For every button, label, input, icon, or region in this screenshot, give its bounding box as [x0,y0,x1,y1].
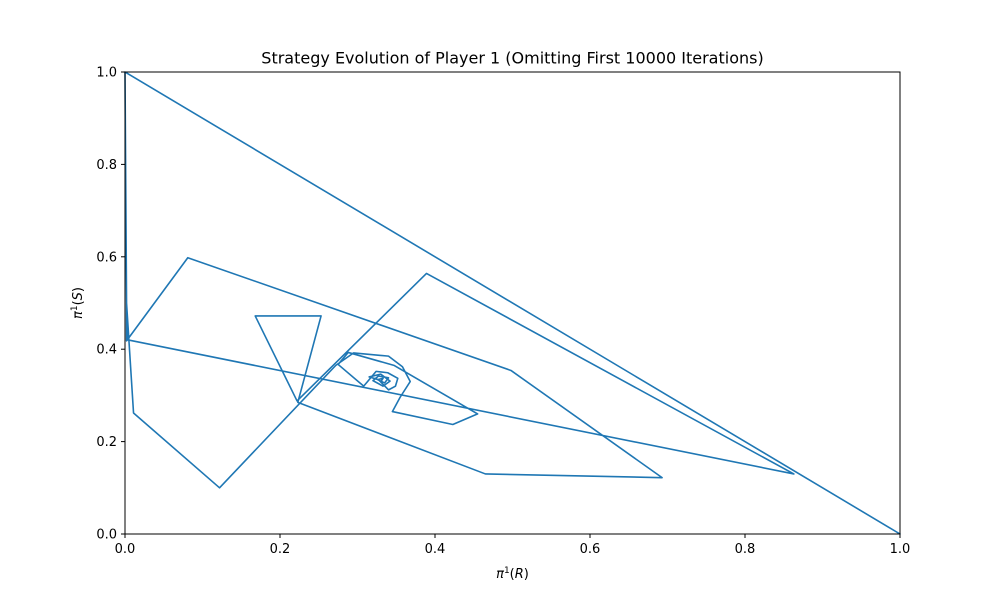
x-tick-label: 0.2 [270,542,291,557]
x-tick-label: 1.0 [890,542,911,557]
x-tick-label: 0.8 [735,542,756,557]
y-tick-label: 0.8 [96,158,117,173]
plot-frame [124,71,901,535]
y-axis-label-pi: π [71,311,86,319]
y-axis-label-group: π1(S) [70,287,86,319]
x-axis-ticks: 0.0 0.2 0.4 0.6 0.8 1.0 [115,534,911,557]
x-axis-label: π1(R) [496,566,529,582]
x-tick-label: 0.0 [115,542,136,557]
y-axis-label-close: ) [71,287,86,292]
plot-series [124,71,901,535]
y-axis-label-sup: 1 [70,305,80,311]
x-axis-label-open: ( [510,567,515,582]
y-tick-label: 0.4 [96,343,117,358]
y-axis-label-open: ( [71,300,86,305]
y-tick-label: 1.0 [96,66,117,81]
x-tick-label: 0.4 [425,542,446,557]
y-tick-label: 0.2 [96,435,117,450]
y-tick-label: 0.6 [96,250,117,265]
x-axis-label-close: ) [524,567,529,582]
x-axis-label-sup: 1 [504,566,510,576]
x-axis-label-pi: π [496,567,504,582]
y-tick-label: 0.0 [96,528,117,543]
y-axis-label: π1(S) [70,287,86,319]
y-axis-label-var: S [71,292,86,300]
y-axis-ticks: 0.0 0.2 0.4 0.6 0.8 1.0 [96,66,125,543]
chart-title: Strategy Evolution of Player 1 (Omitting… [261,49,763,68]
series-line-0 [124,71,901,535]
x-axis-label-var: R [515,567,524,582]
x-tick-label: 0.6 [580,542,601,557]
